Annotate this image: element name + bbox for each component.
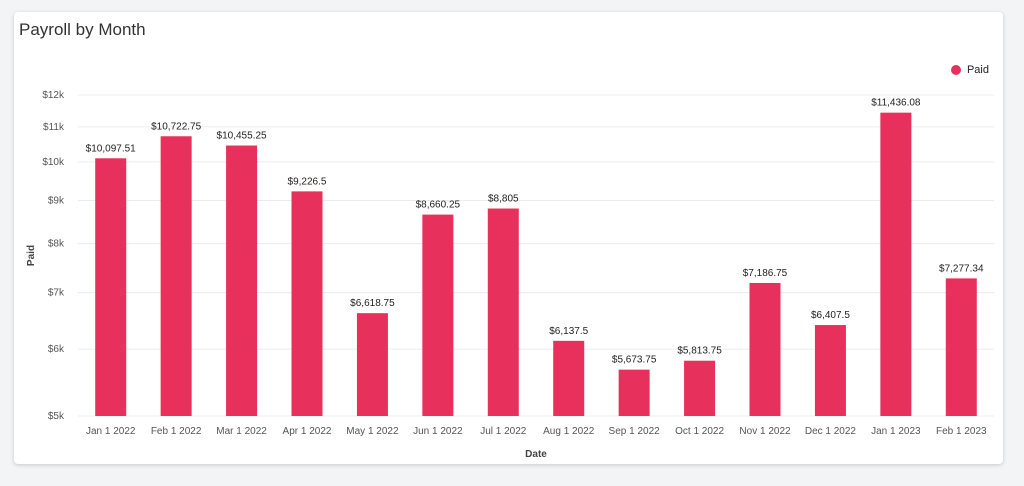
x-tick-label: May 1 2022	[346, 426, 399, 437]
bar	[422, 214, 454, 416]
data-label: $10,722.75	[151, 121, 201, 132]
data-label: $8,805	[488, 194, 519, 205]
x-tick-label: Feb 1 2023	[936, 426, 987, 437]
bar	[814, 325, 846, 416]
x-tick-label: Jun 1 2022	[413, 426, 463, 437]
data-label: $5,813.75	[677, 346, 722, 357]
legend-label: Paid	[966, 64, 989, 76]
bar	[160, 136, 192, 416]
bar	[618, 369, 650, 416]
x-tick-label: Jul 1 2022	[480, 426, 527, 437]
chart-title: Payroll by Month	[19, 20, 146, 39]
y-axis-title: Paid	[26, 245, 37, 266]
bar	[945, 278, 977, 416]
data-label: $7,277.34	[939, 263, 984, 274]
bar	[291, 191, 323, 416]
x-axis-title: Date	[525, 449, 547, 460]
legend-swatch	[950, 65, 961, 75]
x-tick-label: Mar 1 2022	[216, 426, 267, 437]
y-tick-label: $8k	[48, 239, 65, 250]
x-tick-label: Feb 1 2022	[151, 426, 202, 437]
y-tick-label: $11k	[43, 122, 65, 133]
y-tick-label: $12k	[42, 90, 65, 101]
bar	[487, 208, 519, 416]
bar	[880, 112, 912, 416]
data-label: $11,436.08	[871, 98, 921, 109]
y-tick-label: $6k	[48, 344, 65, 355]
y-tick-label: $9k	[48, 195, 65, 206]
data-label: $6,137.5	[549, 326, 588, 337]
chart-card: Payroll by Month Paid $5k $6k $7k $8k $9k $10…	[14, 12, 1003, 464]
x-tick-label: Aug 1 2022	[543, 426, 595, 437]
data-label: $9,226.5	[288, 176, 327, 187]
data-label: $10,455.25	[217, 131, 267, 142]
bar	[684, 360, 716, 416]
bar	[356, 313, 388, 416]
data-label: $6,618.75	[350, 298, 395, 309]
x-tick-label: Sep 1 2022	[609, 426, 661, 437]
x-tick-label: Apr 1 2022	[283, 426, 332, 437]
y-tick-label: $10k	[42, 157, 65, 168]
y-tick-label: $7k	[48, 288, 65, 299]
chart-legend[interactable]: Paid	[950, 64, 989, 76]
bar	[553, 340, 585, 416]
bar-chart: $5k $6k $7k $8k $9k $10k $11k $12k $10,097.51 Jan…	[26, 90, 994, 460]
data-label: $8,660.25	[416, 200, 461, 211]
data-label: $7,186.75	[743, 268, 788, 279]
y-tick-label: $5k	[48, 411, 65, 422]
x-tick-label: Jan 1 2023	[871, 426, 921, 437]
x-tick-label: Nov 1 2022	[739, 426, 791, 437]
data-label: $10,097.51	[86, 143, 136, 154]
bar	[226, 145, 258, 416]
bar	[95, 158, 127, 416]
x-tick-label: Dec 1 2022	[805, 426, 857, 437]
x-tick-label: Oct 1 2022	[675, 426, 724, 437]
data-label: $6,407.5	[811, 310, 850, 321]
bar	[749, 282, 781, 416]
x-tick-label: Jan 1 2022	[86, 426, 136, 437]
data-label: $5,673.75	[612, 355, 657, 366]
